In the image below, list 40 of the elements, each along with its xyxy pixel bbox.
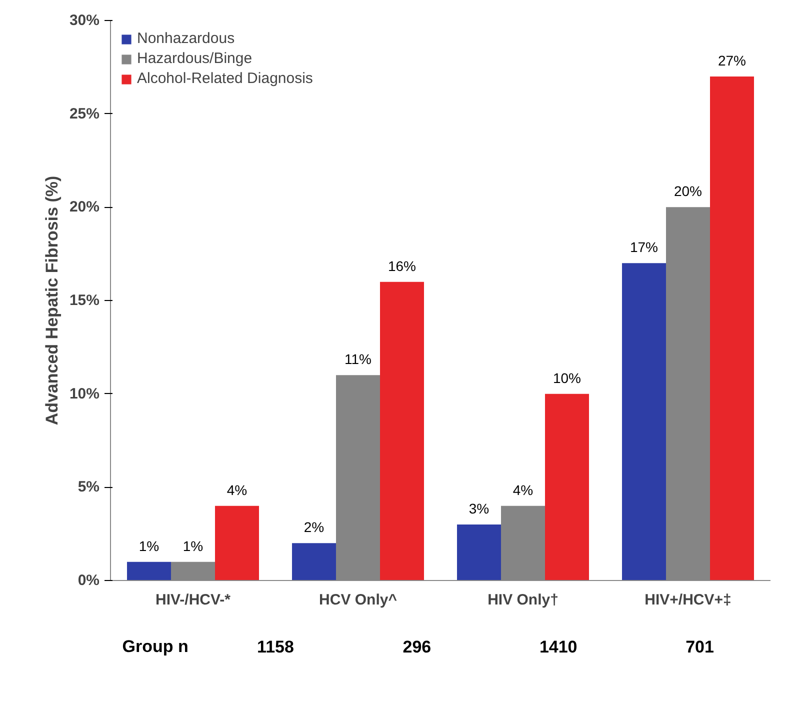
data-label: 2% (304, 519, 324, 536)
data-label: 11% (344, 351, 372, 368)
bar (215, 506, 259, 580)
data-label: 1% (182, 538, 204, 554)
x-tick-label: HIV Only† (488, 592, 558, 608)
text: 1158 (257, 638, 294, 656)
y-tick-label: 15% (69, 292, 100, 309)
bar (457, 524, 501, 580)
y-tick-label: 25% (69, 105, 100, 122)
text: Group n (122, 637, 188, 656)
bar (545, 394, 589, 580)
text: 701 (686, 638, 714, 656)
data-label: 17% (630, 239, 658, 256)
y-axis-title: Advanced Hepatic Fibrosis (%) (42, 176, 62, 426)
y-tick-label: 10% (69, 385, 100, 402)
y-tick-label: 20% (69, 198, 100, 216)
data-label: 16% (388, 258, 416, 274)
data-label: 20% (674, 183, 702, 200)
x-tick-label: HIV+/HCV+‡ (644, 592, 732, 608)
x-tick-label: HCV Only^ (319, 592, 398, 608)
data-label: 3% (468, 500, 490, 516)
bar (380, 282, 424, 580)
text: 296 (402, 638, 432, 656)
bar (292, 543, 336, 580)
data-label: 27% (718, 52, 746, 68)
bar (127, 562, 171, 580)
y-tick-label: 0% (78, 572, 100, 589)
data-label: 4% (512, 482, 534, 498)
y-tick-label: 30% (69, 12, 100, 29)
data-label: 4% (226, 482, 248, 498)
legend-label: Hazardous/Binge (137, 50, 252, 67)
bar (622, 263, 666, 580)
y-tick-label: 5% (78, 478, 100, 496)
text: 1410 (539, 638, 578, 656)
data-label: 10% (552, 370, 582, 386)
x-tick-label: HIV-/HCV-* (155, 592, 231, 608)
bar (710, 76, 754, 580)
data-label: 1% (138, 538, 160, 554)
legend-label: Nonhazardous (137, 30, 235, 47)
legend-label: Alcohol-Related Diagnosis (137, 70, 313, 87)
